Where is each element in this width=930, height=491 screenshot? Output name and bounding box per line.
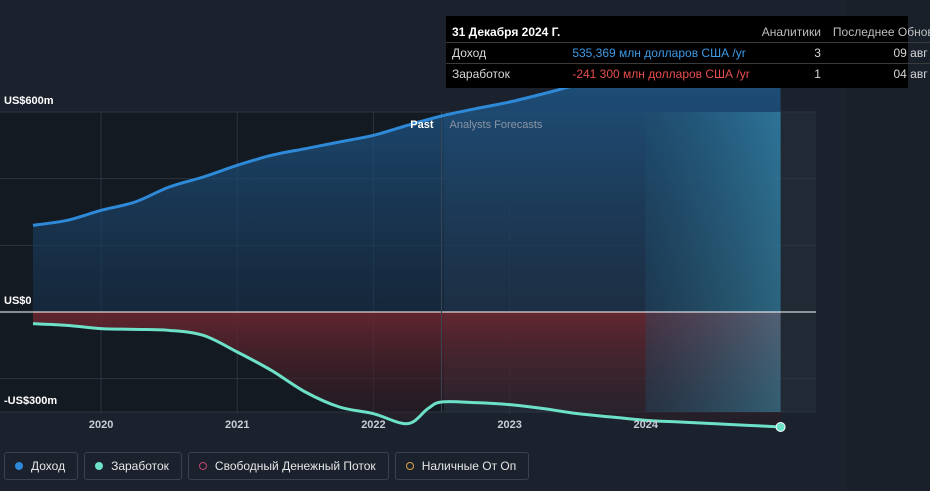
- legend-item-revenue[interactable]: Доход: [4, 452, 79, 480]
- legend-label: Свободный Денежный Поток: [214, 459, 376, 473]
- x-tick-label: 2024: [634, 419, 659, 431]
- forecast-region-label: Analysts Forecasts: [450, 119, 543, 131]
- y-tick-label: -US$300m: [4, 395, 57, 407]
- x-tick-label: 2021: [225, 419, 249, 431]
- y-tick-label: US$0: [4, 295, 32, 307]
- earnings-end-point: [775, 422, 786, 432]
- tooltip-analysts: 1: [755, 63, 827, 84]
- tooltip-row-revenue: Доход 535,369 млн долларов США /yr 3 09 …: [446, 42, 930, 64]
- legend-item-earnings[interactable]: Заработок: [84, 452, 182, 480]
- cash-from-ops-dot-icon: [405, 462, 414, 470]
- y-tick-label: US$600m: [4, 95, 54, 107]
- tooltip-updated: 09 авг 2022 г.: [826, 42, 930, 64]
- x-tick-label: 2020: [89, 419, 113, 431]
- legend-label: Наличные От Оп: [421, 459, 517, 473]
- earnings-line: [32, 322, 781, 429]
- legend: Доход Заработок Свободный Денежный Поток…: [4, 452, 530, 480]
- legend-item-free-cash-flow[interactable]: Свободный Денежный Поток: [187, 452, 389, 480]
- tooltip-updated: 04 авг 2022 г.: [826, 63, 930, 84]
- past-region-label: Past: [410, 119, 434, 131]
- legend-label: Заработок: [111, 459, 169, 473]
- tooltip-row-earnings: Заработок -241 300 млн долларов США /yr …: [446, 63, 930, 84]
- forecast-highlight-band: [645, 112, 781, 412]
- tooltip-date: 31 Декабря 2024 Г.: [452, 25, 561, 39]
- revenue-area: [33, 43, 781, 313]
- legend-label: Доход: [31, 459, 66, 473]
- tooltip-updated-header: Последнее Обновление: [832, 25, 930, 39]
- tooltip-label: Заработок: [446, 63, 567, 84]
- earnings-dot-icon: [95, 462, 104, 470]
- tooltip-analysts-header: Аналитики: [761, 25, 821, 39]
- free-cash-flow-dot-icon: [198, 462, 207, 470]
- x-tick-label: 2023: [497, 419, 521, 431]
- tooltip-value: 535,369 млн долларов США /yr: [566, 42, 756, 64]
- tooltip-label: Доход: [446, 42, 567, 64]
- data-tooltip: 31 Декабря 2024 Г. Аналитики Последнее О…: [446, 16, 930, 88]
- tooltip-analysts: 3: [755, 42, 827, 64]
- x-tick-label: 2022: [361, 419, 385, 431]
- tooltip-value: -241 300 млн долларов США /yr: [566, 63, 756, 84]
- earnings-area: [33, 312, 781, 427]
- legend-item-cash-from-ops[interactable]: Наличные От Оп: [394, 452, 530, 480]
- revenue-dot-icon: [15, 462, 23, 470]
